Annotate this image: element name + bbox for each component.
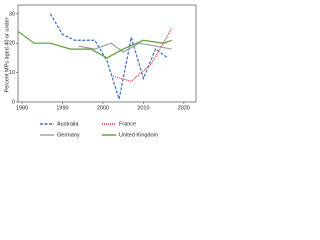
x-tick-label: 1990	[56, 105, 68, 111]
y-tick-label: 20	[9, 41, 15, 47]
series-line	[49, 13, 169, 100]
y-axis-label: Percent MPs aged 40 or under	[4, 17, 10, 92]
legend-label: Australia	[57, 121, 79, 127]
y-tick-label: 0	[12, 99, 15, 105]
y-tick-label: 10	[9, 70, 15, 76]
x-tick-label: 2020	[178, 105, 190, 111]
x-tick-label: 2000	[97, 105, 109, 111]
legend-label: France	[119, 121, 136, 127]
x-tick-label: 1980	[16, 105, 28, 111]
legend-label: Germany	[57, 132, 80, 138]
y-tick-label: 30	[9, 11, 15, 17]
plot-frame	[17, 4, 197, 103]
chart: Percent MPs aged 40 or under 0 10 20 30 1980…	[4, 4, 197, 138]
x-tick-label: 2010	[137, 105, 149, 111]
series-line	[17, 30, 172, 59]
legend-label: United Kingdom	[119, 132, 159, 138]
series-line	[110, 28, 173, 83]
series-line	[78, 42, 172, 53]
